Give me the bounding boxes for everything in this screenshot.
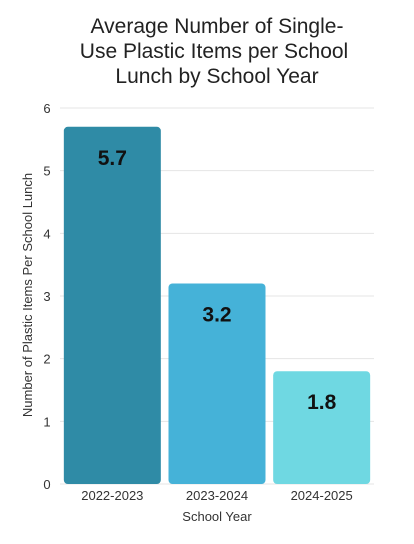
bar-2024-2025 [273,371,371,484]
chart-title-line-2: Use Plastic Items per School [80,40,348,63]
bar-2022-2023 [63,126,161,485]
y-axis-ticks: 0 1 2 3 4 5 6 [43,101,50,492]
y-tick-label: 1 [43,414,50,429]
data-labels: 5.7 3.2 1.8 [98,147,337,414]
chart-title: Average Number of Single- Use Plastic It… [80,15,348,88]
x-axis-ticks: 2022-2023 2023-2024 2024-2025 [81,488,353,503]
y-tick-label: 0 [43,477,50,492]
y-tick-label: 2 [43,352,50,367]
chart-title-line-3: Lunch by School Year [115,65,318,88]
x-axis-label: School Year [182,509,252,524]
y-tick-label: 5 [43,164,50,179]
x-tick-label: 2022-2023 [81,488,143,503]
y-tick-label: 4 [43,226,50,241]
y-tick-label: 3 [43,289,50,304]
y-tick-label: 6 [43,101,50,116]
x-tick-label: 2024-2025 [291,488,353,503]
data-label: 5.7 [98,147,127,170]
x-tick-label: 2023-2024 [186,488,248,503]
bars [63,126,371,485]
y-axis-label: Number of Plastic Items Per School Lunch [20,173,35,417]
data-label: 1.8 [307,391,337,414]
bar-2023-2024 [168,283,266,484]
data-label: 3.2 [202,303,231,326]
chart-title-line-1: Average Number of Single- [91,15,344,38]
